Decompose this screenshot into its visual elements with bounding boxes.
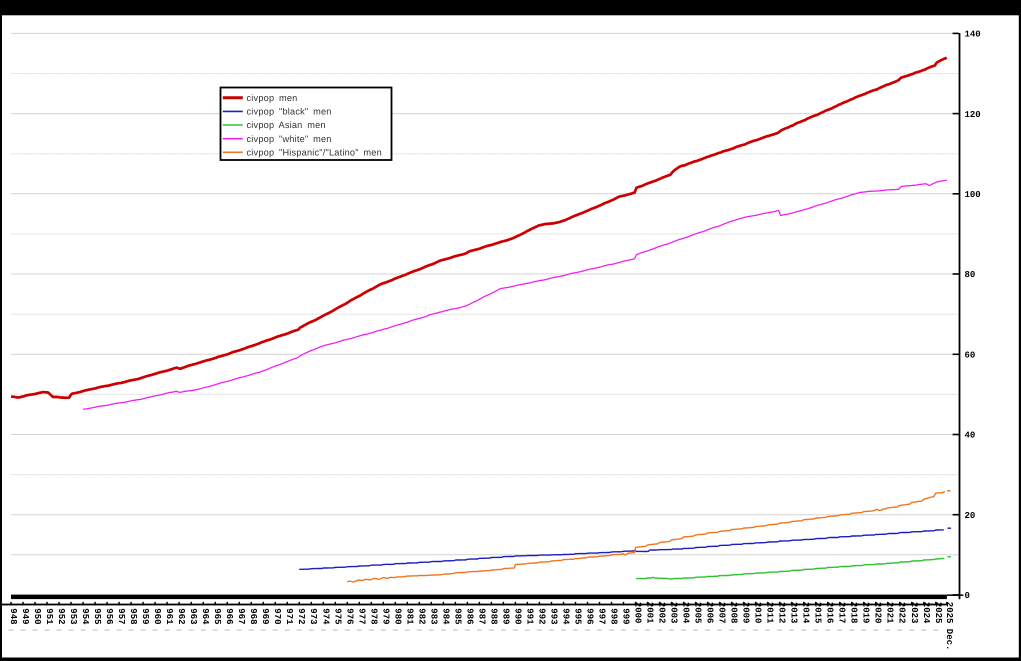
svg-text:civpop "white" men: civpop "white" men (247, 134, 332, 144)
svg-text:952: 952 (56, 608, 66, 624)
svg-text:974: 974 (320, 608, 330, 625)
svg-text:2002: 2002 (657, 602, 667, 624)
svg-text:959: 959 (140, 608, 150, 624)
svg-text:967: 967 (236, 608, 246, 624)
svg-text:968: 968 (248, 608, 258, 624)
svg-text:948: 948 (8, 608, 18, 624)
svg-text:2013: 2013 (789, 602, 799, 624)
svg-text:981: 981 (404, 608, 414, 625)
svg-text:966: 966 (224, 608, 234, 624)
svg-text:999: 999 (621, 608, 631, 624)
svg-text:950: 950 (32, 608, 42, 624)
svg-text:0: 0 (965, 591, 970, 601)
svg-text:2003: 2003 (669, 602, 679, 624)
svg-text:977: 977 (356, 608, 366, 624)
svg-text:120: 120 (965, 110, 981, 120)
svg-text:60: 60 (965, 351, 976, 361)
svg-text:989: 989 (500, 608, 510, 624)
svg-text:2025: 2025 (933, 602, 943, 624)
svg-text:986: 986 (464, 608, 474, 624)
svg-text:2019: 2019 (861, 602, 871, 624)
svg-text:2005: 2005 (693, 602, 703, 624)
svg-text:995: 995 (573, 608, 583, 624)
svg-text:976: 976 (344, 608, 354, 624)
svg-text:2018: 2018 (849, 602, 859, 624)
svg-text:20: 20 (965, 511, 976, 521)
svg-text:140: 140 (965, 30, 981, 40)
svg-text:980: 980 (392, 608, 402, 624)
svg-text:2006: 2006 (705, 602, 715, 624)
svg-text:997: 997 (597, 608, 607, 624)
svg-text:2004: 2004 (681, 602, 691, 624)
svg-text:2008: 2008 (729, 602, 739, 624)
svg-text:954: 954 (80, 608, 90, 625)
svg-text:965: 965 (212, 608, 222, 624)
svg-text:civpop "Hispanic"/"Latino" men: civpop "Hispanic"/"Latino" men (247, 148, 382, 158)
svg-text:978: 978 (368, 608, 378, 624)
svg-text:2022: 2022 (897, 602, 907, 624)
svg-text:2001: 2001 (645, 602, 655, 624)
svg-text:994: 994 (561, 608, 571, 625)
svg-text:2015: 2015 (813, 602, 823, 624)
svg-text:2012: 2012 (777, 602, 787, 624)
svg-text:956: 956 (104, 608, 114, 624)
svg-text:civpop "black" men: civpop "black" men (247, 107, 332, 117)
svg-text:2024: 2024 (921, 602, 931, 624)
svg-text:970: 970 (272, 608, 282, 624)
svg-text:2020: 2020 (873, 602, 883, 624)
svg-text:961: 961 (164, 608, 174, 625)
svg-text:972: 972 (296, 608, 306, 624)
svg-text:civpop men: civpop men (247, 93, 298, 103)
svg-text:963: 963 (188, 608, 198, 624)
svg-text:2014: 2014 (801, 602, 811, 624)
svg-text:2010: 2010 (753, 602, 763, 624)
svg-text:2021: 2021 (885, 602, 895, 624)
svg-text:2023: 2023 (909, 602, 919, 624)
svg-text:100: 100 (965, 190, 981, 200)
svg-text:975: 975 (332, 608, 342, 624)
svg-text:2007: 2007 (717, 602, 727, 624)
svg-text:990: 990 (512, 608, 522, 624)
svg-text:957: 957 (116, 608, 126, 624)
svg-text:982: 982 (416, 608, 426, 624)
svg-text:964: 964 (200, 608, 210, 625)
svg-text:960: 960 (152, 608, 162, 624)
svg-text:955: 955 (92, 608, 102, 624)
svg-text:2009: 2009 (741, 602, 751, 624)
svg-text:2011: 2011 (765, 602, 775, 624)
svg-text:civpop Asian men: civpop Asian men (247, 120, 326, 130)
svg-text:996: 996 (585, 608, 595, 624)
svg-text:962: 962 (176, 608, 186, 624)
svg-text:2000: 2000 (633, 602, 643, 624)
svg-text:953: 953 (68, 608, 78, 624)
svg-text:985: 985 (452, 608, 462, 624)
svg-text:973: 973 (308, 608, 318, 624)
svg-text:971: 971 (284, 608, 294, 625)
svg-text:993: 993 (549, 608, 559, 624)
svg-text:2016: 2016 (825, 602, 835, 624)
svg-text:969: 969 (260, 608, 270, 624)
svg-text:951: 951 (44, 608, 54, 625)
svg-text:949: 949 (20, 608, 30, 624)
svg-text:991: 991 (524, 608, 534, 625)
svg-text:958: 958 (128, 608, 138, 624)
svg-text:992: 992 (536, 608, 546, 624)
svg-text:2017: 2017 (837, 602, 847, 624)
svg-text:80: 80 (965, 270, 976, 280)
svg-text:40: 40 (965, 431, 976, 441)
svg-text:979: 979 (380, 608, 390, 624)
svg-text:984: 984 (440, 608, 450, 625)
svg-text:983: 983 (428, 608, 438, 624)
svg-text:988: 988 (488, 608, 498, 624)
svg-text:998: 998 (609, 608, 619, 624)
svg-text:2025 Dec.: 2025 Dec. (944, 602, 954, 651)
svg-text:987: 987 (476, 608, 486, 624)
